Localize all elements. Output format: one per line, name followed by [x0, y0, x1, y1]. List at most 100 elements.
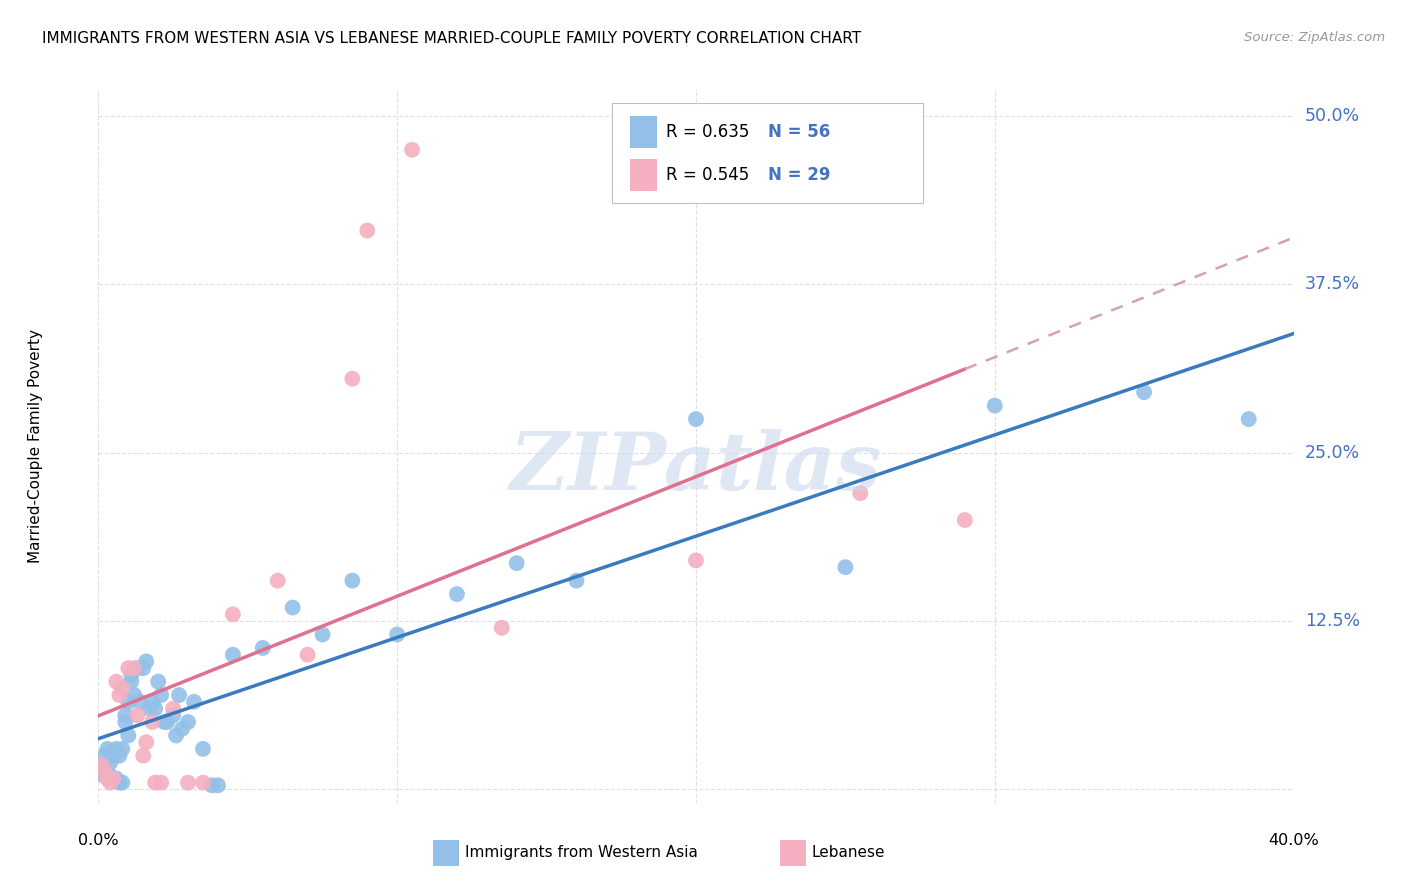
Point: [111, 742, 134, 756]
Point: [1133, 385, 1156, 400]
Point: [222, 648, 245, 662]
Point: [103, 772, 125, 786]
Point: [132, 661, 155, 675]
Point: [342, 372, 364, 386]
Point: [148, 674, 170, 689]
Point: [153, 714, 176, 729]
Point: [201, 778, 224, 792]
Text: ZIPatlas: ZIPatlas: [510, 429, 882, 506]
Point: [356, 223, 378, 237]
Point: [93, 764, 115, 779]
Point: [90, 762, 112, 776]
Point: [124, 661, 146, 675]
Text: N = 29: N = 29: [768, 166, 830, 184]
Point: [281, 600, 304, 615]
Point: [191, 742, 214, 756]
Point: [150, 688, 173, 702]
Point: [143, 775, 166, 789]
Point: [983, 399, 1005, 413]
Point: [98, 756, 122, 770]
Text: R = 0.635: R = 0.635: [666, 123, 749, 141]
Point: [141, 714, 163, 729]
Point: [117, 661, 139, 675]
Point: [183, 695, 205, 709]
Point: [177, 775, 200, 789]
Text: Lebanese: Lebanese: [811, 846, 886, 860]
Bar: [779, 840, 806, 865]
Text: IMMIGRANTS FROM WESTERN ASIA VS LEBANESE MARRIED-COUPLE FAMILY POVERTY CORRELATI: IMMIGRANTS FROM WESTERN ASIA VS LEBANESE…: [42, 31, 862, 46]
Point: [849, 486, 872, 500]
Point: [143, 701, 166, 715]
Text: Married-Couple Family Poverty: Married-Couple Family Poverty: [28, 329, 44, 563]
Point: [103, 772, 125, 786]
Point: [98, 769, 122, 783]
Point: [103, 748, 125, 763]
Point: [111, 681, 134, 696]
Point: [129, 695, 152, 709]
Point: [1237, 412, 1260, 426]
Point: [685, 553, 707, 567]
Point: [506, 556, 529, 570]
Point: [90, 758, 112, 772]
Point: [114, 708, 136, 723]
Point: [311, 627, 333, 641]
Point: [135, 735, 157, 749]
Point: [165, 729, 187, 743]
Point: [96, 766, 118, 780]
Text: 25.0%: 25.0%: [1305, 443, 1360, 462]
Point: [141, 695, 163, 709]
Bar: [630, 116, 657, 148]
Text: N = 56: N = 56: [768, 123, 830, 141]
Point: [342, 574, 364, 588]
Point: [127, 708, 149, 723]
Point: [111, 775, 134, 789]
Text: 37.5%: 37.5%: [1305, 276, 1360, 293]
Text: R = 0.545: R = 0.545: [666, 166, 749, 184]
Point: [135, 655, 157, 669]
Point: [953, 513, 976, 527]
Point: [93, 769, 115, 783]
Point: [105, 772, 128, 786]
Point: [565, 574, 588, 588]
Point: [120, 674, 142, 689]
Point: [162, 708, 184, 723]
Point: [108, 775, 131, 789]
Point: [834, 560, 856, 574]
Point: [105, 674, 128, 689]
Text: Immigrants from Western Asia: Immigrants from Western Asia: [465, 846, 699, 860]
Point: [117, 695, 139, 709]
Text: 0.0%: 0.0%: [79, 833, 118, 848]
Point: [108, 748, 131, 763]
Point: [172, 722, 194, 736]
FancyBboxPatch shape: [612, 103, 922, 203]
Point: [385, 627, 409, 641]
Point: [297, 648, 319, 662]
Point: [120, 668, 142, 682]
Point: [117, 729, 139, 743]
Text: 12.5%: 12.5%: [1305, 612, 1360, 630]
Point: [191, 775, 214, 789]
Point: [222, 607, 245, 622]
Point: [108, 688, 131, 702]
Point: [114, 714, 136, 729]
Text: 50.0%: 50.0%: [1305, 107, 1360, 125]
Point: [267, 574, 290, 588]
Point: [177, 714, 200, 729]
Point: [446, 587, 468, 601]
Bar: [433, 840, 460, 865]
Point: [167, 688, 190, 702]
Point: [156, 714, 179, 729]
Point: [132, 748, 155, 763]
Point: [162, 701, 184, 715]
Point: [150, 775, 173, 789]
Point: [401, 143, 423, 157]
Bar: [630, 159, 657, 191]
Point: [96, 772, 118, 786]
Point: [491, 621, 513, 635]
Text: Source: ZipAtlas.com: Source: ZipAtlas.com: [1244, 31, 1385, 45]
Point: [127, 661, 149, 675]
Point: [98, 775, 122, 789]
Point: [93, 748, 115, 763]
Point: [96, 742, 118, 756]
Point: [124, 688, 146, 702]
